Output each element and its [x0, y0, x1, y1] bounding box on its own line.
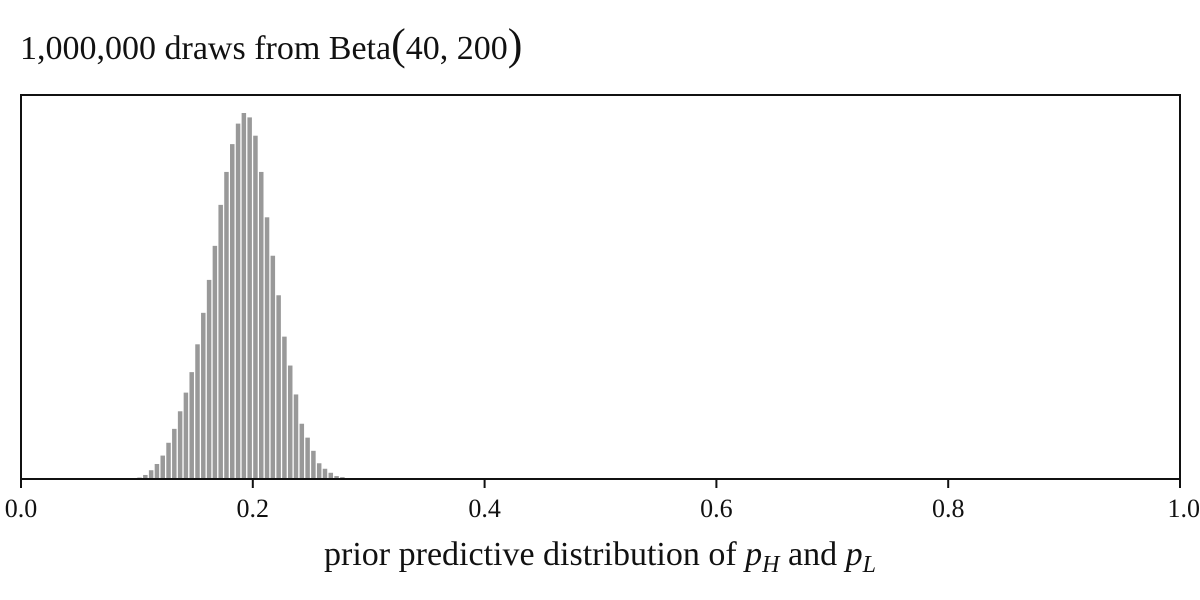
- histogram-bar-31: [316, 463, 322, 479]
- x-axis-label-middle: and: [780, 536, 846, 573]
- histogram-bar-24: [276, 295, 281, 479]
- histogram-bar-30: [311, 450, 316, 479]
- histogram-bar-25: [282, 336, 287, 479]
- chart-title-args: 40, 200: [406, 30, 508, 67]
- histogram-bar-34: [334, 476, 339, 479]
- histogram-bar-2: [148, 470, 154, 479]
- histogram-bar-19: [247, 117, 252, 479]
- histogram-bar-7: [177, 411, 183, 479]
- histogram-bar-17: [235, 123, 241, 480]
- plot-frame: [20, 94, 1181, 480]
- histogram-bar-10: [195, 344, 200, 479]
- x-tick-label-1: 0.2: [237, 494, 270, 523]
- histogram-bar-6: [172, 428, 177, 479]
- histogram-bar-8: [183, 392, 189, 479]
- histogram-bar-23: [270, 255, 276, 479]
- histogram-bar-13: [212, 245, 218, 479]
- x-tick-label-0: 0.0: [5, 494, 38, 523]
- chart-title-paren-open: (: [391, 20, 406, 69]
- histogram-bar-20: [253, 135, 258, 479]
- x-tick-label-5: 1.0: [1168, 494, 1200, 523]
- histogram-bar-33: [328, 472, 334, 479]
- histogram-bar-14: [218, 204, 223, 479]
- chart-title-prefix: 1,000,000 draws from Beta: [20, 30, 391, 67]
- histogram-bar-16: [230, 144, 235, 480]
- histogram-bar-29: [305, 437, 310, 479]
- x-tick-label-3: 0.6: [700, 494, 733, 523]
- histogram-bar-3: [154, 463, 160, 479]
- histogram-bar-1: [143, 474, 148, 479]
- histogram-bar-15: [224, 171, 229, 479]
- histogram-bar-5: [166, 442, 171, 479]
- x-axis-label-sub2: L: [862, 552, 876, 578]
- x-axis-label-var2: p: [844, 536, 863, 573]
- histogram-bar-9: [189, 372, 194, 479]
- histogram-bars: [137, 113, 351, 480]
- x-axis-ticks: 0.0 0.2 0.4 0.6 0.8 1.0: [5, 479, 1200, 523]
- x-axis-label-var1: p: [743, 536, 762, 573]
- x-axis-label-prefix: prior predictive distribution of: [324, 536, 745, 573]
- chart-title: 1,000,000 draws from Beta(40, 200): [20, 20, 522, 69]
- histogram-bar-21: [259, 171, 264, 479]
- histogram-bar-32: [322, 468, 328, 479]
- x-axis-label: prior predictive distribution of pH and …: [324, 536, 876, 578]
- histogram-bar-27: [293, 394, 299, 479]
- x-tick-label-4: 0.8: [932, 494, 965, 523]
- histogram-bar-28: [299, 423, 305, 479]
- histogram-bar-18: [241, 113, 247, 479]
- histogram-bar-12: [206, 279, 212, 479]
- histogram-bar-4: [160, 455, 165, 479]
- histogram-bar-11: [201, 312, 206, 479]
- histogram-bar-22: [264, 217, 270, 479]
- x-axis-label-sub1: H: [761, 552, 781, 578]
- chart-title-paren-close: ): [508, 20, 523, 69]
- histogram-bar-26: [287, 365, 293, 479]
- x-tick-label-2: 0.4: [468, 494, 501, 523]
